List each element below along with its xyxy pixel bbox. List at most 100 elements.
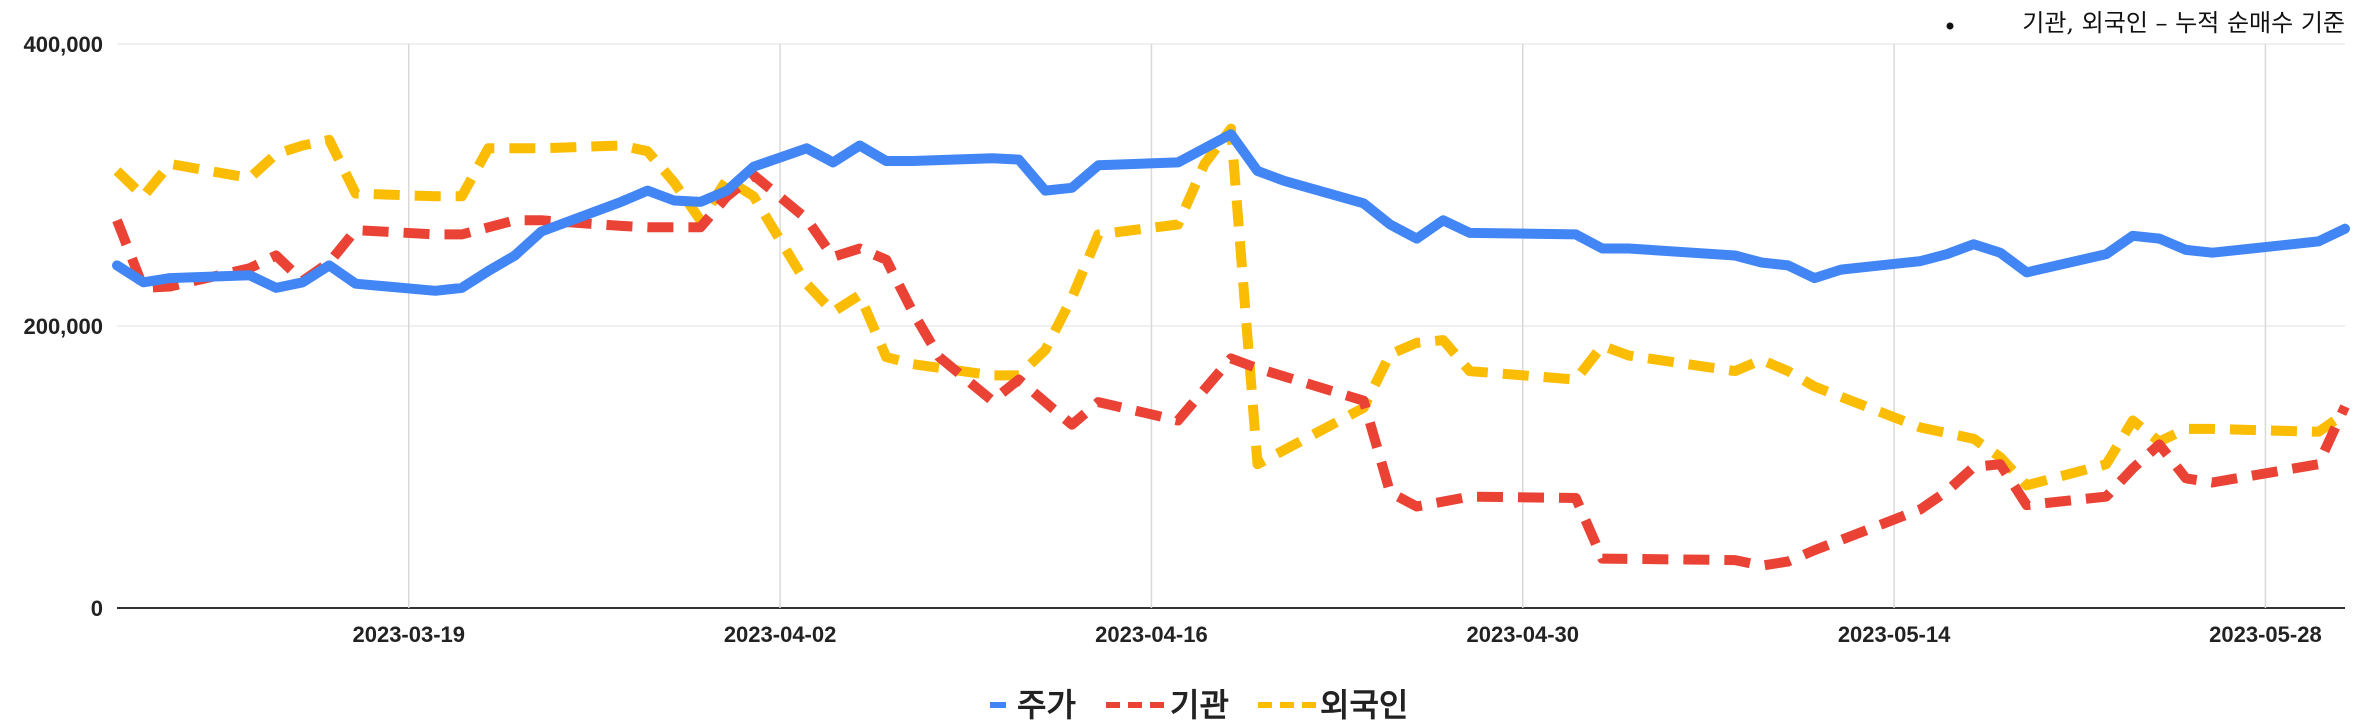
data-point xyxy=(1230,357,1232,359)
data-point xyxy=(2344,405,2346,407)
data-point xyxy=(673,181,675,183)
data-point xyxy=(753,174,755,176)
data-point xyxy=(1734,370,1736,372)
data-point xyxy=(859,248,861,250)
data-point xyxy=(1416,238,1418,240)
data-point xyxy=(753,166,755,168)
data-point xyxy=(2185,477,2187,479)
data-point xyxy=(328,139,330,141)
data-point xyxy=(1761,565,1763,567)
legend-item: 주가 xyxy=(990,686,1076,724)
data-point xyxy=(116,264,118,266)
data-point xyxy=(1097,401,1099,403)
data-point xyxy=(249,274,251,276)
data-point xyxy=(1097,233,1099,235)
legend: 주가 기관 외국인 xyxy=(990,686,1408,724)
data-point xyxy=(514,219,516,221)
x-tick-label: 2023-05-14 xyxy=(1838,622,1951,647)
data-point xyxy=(2026,484,2028,486)
series-1 xyxy=(112,170,2350,571)
data-point xyxy=(1177,161,1179,163)
x-tick-label: 2023-04-30 xyxy=(1466,622,1579,647)
data-point xyxy=(1416,342,1418,344)
data-point xyxy=(1044,190,1046,192)
data-point xyxy=(1071,424,1073,426)
data-point xyxy=(2318,463,2320,465)
data-point xyxy=(1946,490,1948,492)
y-tick-label: 400,000 xyxy=(23,32,103,57)
data-point xyxy=(1999,456,2001,458)
data-point xyxy=(1999,252,2001,254)
data-point xyxy=(1416,506,1418,508)
data-point xyxy=(647,150,649,152)
data-point xyxy=(2105,253,2107,255)
data-point xyxy=(169,286,171,288)
data-point xyxy=(275,255,277,257)
legend-label: 기관 xyxy=(1170,686,1229,724)
data-point xyxy=(1920,427,1922,429)
x-tick-label: 2023-04-02 xyxy=(724,622,837,647)
data-point xyxy=(859,294,861,296)
data-point xyxy=(434,195,436,197)
data-point xyxy=(1363,202,1365,204)
data-point xyxy=(1018,159,1020,161)
legend-label: 외국인 xyxy=(1320,686,1408,724)
data-point xyxy=(328,264,330,266)
data-point xyxy=(1628,248,1630,250)
data-point xyxy=(1601,248,1603,250)
data-point xyxy=(912,311,914,313)
data-point xyxy=(1999,463,2001,465)
data-point xyxy=(912,363,914,365)
data-point xyxy=(355,193,357,195)
data-point xyxy=(1946,253,1948,255)
data-point xyxy=(1787,561,1789,563)
data-point xyxy=(1177,420,1179,422)
data-point xyxy=(302,281,304,283)
data-point xyxy=(2132,420,2134,422)
data-point xyxy=(1257,170,1259,172)
data-point xyxy=(434,290,436,292)
x-tick-label: 2023-04-16 xyxy=(1095,622,1208,647)
series-lines xyxy=(112,123,2350,571)
data-point xyxy=(1787,264,1789,266)
series-line xyxy=(112,170,2350,571)
data-point xyxy=(487,147,489,149)
data-point xyxy=(461,287,463,289)
data-point xyxy=(1973,438,1975,440)
data-point xyxy=(912,160,914,162)
data-point xyxy=(620,201,622,203)
data-point xyxy=(1734,255,1736,257)
data-point xyxy=(620,225,622,227)
x-axis: 2023-03-19 2023-04-02 2023-04-16 2023-04-30… xyxy=(352,622,2321,647)
series-0 xyxy=(112,129,2350,296)
data-point xyxy=(1840,269,1842,271)
data-point xyxy=(673,200,675,202)
data-point xyxy=(249,267,251,269)
data-point xyxy=(1734,559,1736,561)
data-point xyxy=(885,356,887,358)
y-tick-label: 200,000 xyxy=(23,314,103,339)
data-point xyxy=(1204,163,1206,165)
data-point xyxy=(1920,508,1922,510)
series-2 xyxy=(113,123,2348,491)
data-point xyxy=(1257,367,1259,369)
data-point xyxy=(2211,428,2213,430)
data-point xyxy=(1018,379,1020,381)
data-point xyxy=(1814,386,1816,388)
data-point xyxy=(1469,232,1471,234)
legend-item: 기관 xyxy=(1106,686,1229,724)
data-point xyxy=(355,283,357,285)
data-point xyxy=(2344,228,2346,230)
data-point xyxy=(116,170,118,172)
data-point xyxy=(1044,349,1046,351)
x-tick-label: 2023-03-19 xyxy=(352,622,465,647)
data-point xyxy=(2132,235,2134,237)
data-point xyxy=(726,178,728,180)
data-point xyxy=(647,226,649,228)
data-point xyxy=(1097,164,1099,166)
data-point xyxy=(1973,243,1975,245)
note-bullet xyxy=(1946,22,1954,30)
data-point xyxy=(1230,133,1232,135)
data-point xyxy=(514,255,516,257)
data-point xyxy=(540,231,542,233)
